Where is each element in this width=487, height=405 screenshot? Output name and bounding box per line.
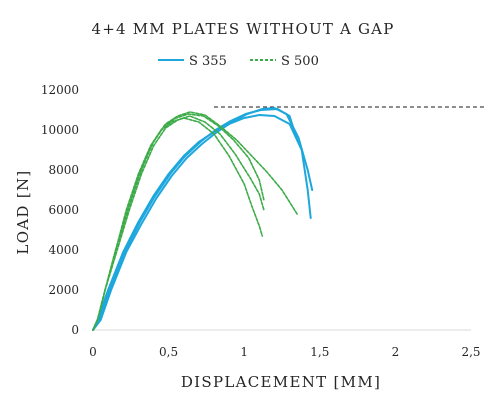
series-s355-curve bbox=[92, 108, 299, 331]
y-tick-label: 2000 bbox=[48, 283, 79, 297]
y-axis-label: LOAD [N] bbox=[14, 169, 32, 254]
x-tick-label: 1 bbox=[240, 345, 248, 359]
y-tick-label: 6000 bbox=[48, 203, 79, 217]
legend-label-s355: S 355 bbox=[189, 54, 227, 69]
legend-label-s500: S 500 bbox=[281, 54, 319, 69]
x-axis-label: DISPLACEMENT [MM] bbox=[181, 373, 381, 391]
series-s500-curve bbox=[92, 113, 265, 331]
y-tick-label: 0 bbox=[71, 323, 79, 337]
series-s355-curve bbox=[92, 107, 314, 331]
x-tick-label: 0 bbox=[89, 345, 97, 359]
y-tick-label: 12000 bbox=[41, 83, 79, 97]
x-tick-label: 2 bbox=[392, 345, 400, 359]
chart-title: 4+4 MM PLATES WITHOUT A GAP bbox=[91, 20, 394, 38]
y-tick-label: 4000 bbox=[48, 243, 79, 257]
series-s500-curve bbox=[92, 117, 264, 331]
y-tick-label: 10000 bbox=[41, 123, 79, 137]
series-s500-curve bbox=[92, 115, 265, 331]
x-tick-label: 0,5 bbox=[159, 345, 178, 359]
y-tick-label: 8000 bbox=[48, 163, 79, 177]
legend: S 355 S 500 bbox=[158, 54, 319, 69]
y-axis-ticks: 0 2000 4000 6000 8000 10000 12000 bbox=[41, 83, 79, 337]
x-tick-label: 2,5 bbox=[461, 345, 480, 359]
x-axis-ticks: 0 0,5 1 1,5 2 2,5 bbox=[89, 345, 480, 359]
plot-area bbox=[92, 106, 487, 331]
x-tick-label: 1,5 bbox=[310, 345, 329, 359]
series-s500-curve bbox=[92, 111, 298, 331]
